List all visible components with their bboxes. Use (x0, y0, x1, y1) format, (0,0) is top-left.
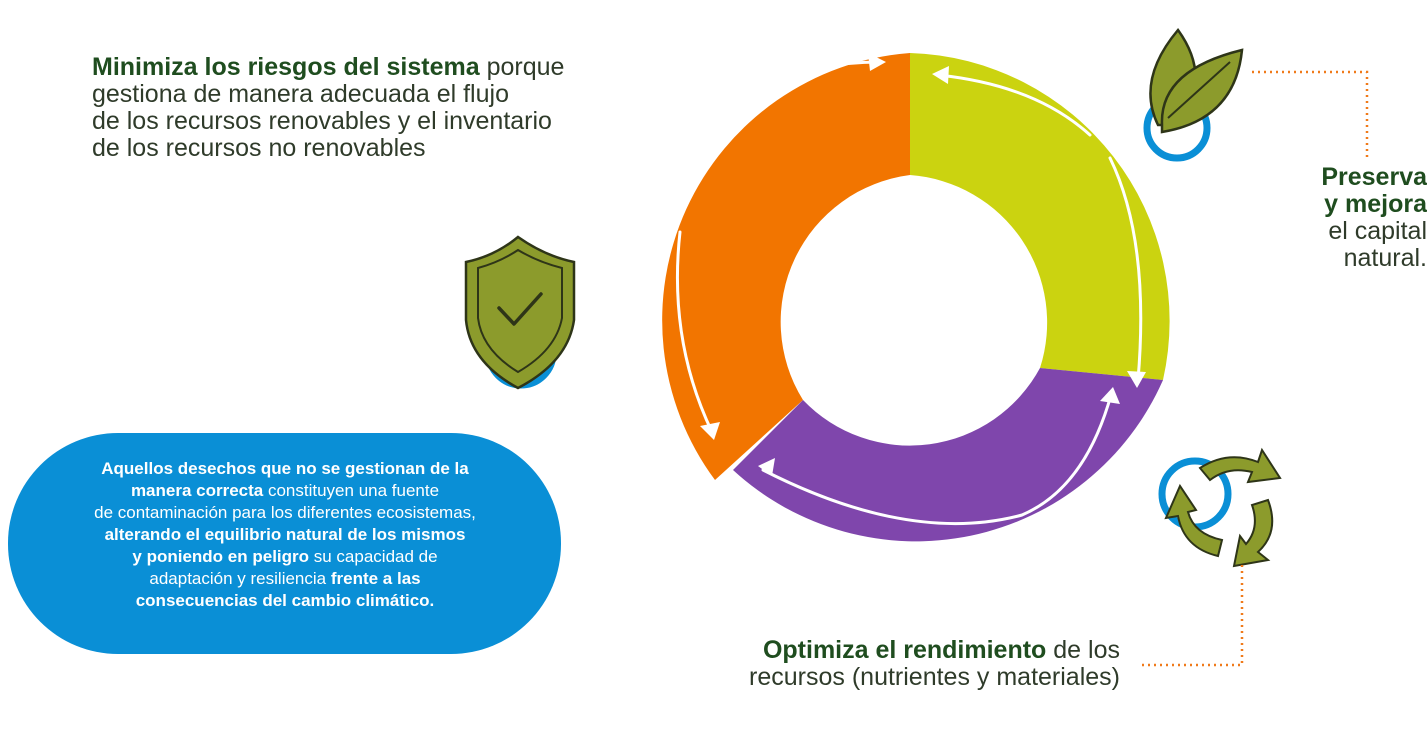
arrow-orange-left (675, 230, 714, 434)
text-preserva-capital: Preserva y mejora el capital natural. (1220, 164, 1427, 272)
text-line: de los recursos no renovables (92, 134, 426, 162)
arrowhead-purple-left (758, 458, 775, 476)
text-line: recursos (nutrientes y materiales) (749, 663, 1120, 691)
text-line: el capital (1328, 217, 1427, 245)
ring-segment-purple (733, 368, 1163, 542)
text-bold: alterando el equilibrio natural de los m… (104, 525, 466, 544)
text-desechos-callout: Aquellos desechos que no se gestionan de… (20, 458, 550, 612)
callout-box (8, 433, 561, 654)
dotted-connector-leaf (1252, 70, 1369, 160)
text-bold: Minimiza los riesgos del sistema (92, 53, 480, 81)
text-bold: y mejora (1324, 190, 1427, 218)
text-line: natural. (1343, 244, 1427, 272)
arrowhead-lime-right (1127, 371, 1146, 388)
ring-segment-orange (662, 53, 910, 480)
recycle-icon (1158, 447, 1282, 568)
ring-segment-lime (910, 53, 1170, 380)
text-line: su capacidad de (309, 547, 438, 566)
arrow-lime-right (1108, 156, 1143, 382)
text-bold: y poniendo en peligro (132, 547, 310, 566)
text-bold: manera correcta (130, 481, 264, 500)
arrow-orange-top (750, 60, 882, 92)
arrow-purple (761, 393, 1113, 526)
text-line: porque (479, 53, 565, 81)
text-line: de los (1046, 636, 1120, 664)
text-bold: Aquellos desechos que no se gestionan de… (101, 459, 469, 478)
text-line: de contaminación para los diferentes eco… (94, 503, 476, 522)
arrowhead-orange-top (868, 53, 886, 71)
text-minimiza-riesgos: Minimiza los riesgos del sistema porque … (92, 54, 652, 162)
dotted-connector-recycle (1142, 565, 1244, 667)
arrowhead-orange-left (700, 422, 720, 440)
text-line: gestiona de manera adecuada el flujo (92, 80, 509, 108)
arrow-lime-top (936, 73, 1092, 137)
arrowhead-purple-right (1100, 387, 1120, 404)
text-optimiza-rendimiento: Optimiza el rendimiento de los recursos … (640, 637, 1120, 691)
text-line: adaptación y resiliencia (149, 569, 331, 588)
leaf-icon (1143, 27, 1244, 162)
shield-check-icon (464, 235, 576, 390)
text-bold: Preserva (1321, 163, 1427, 191)
text-line: constituyen una fuente (263, 481, 440, 500)
text-bold: frente a las (330, 569, 421, 588)
text-line: de los recursos renovables y el inventar… (92, 107, 552, 135)
arrowhead-lime-top (932, 66, 949, 84)
text-bold: Optimiza el rendimiento (762, 636, 1047, 664)
text-bold: consecuencias del cambio climático. (135, 591, 435, 610)
